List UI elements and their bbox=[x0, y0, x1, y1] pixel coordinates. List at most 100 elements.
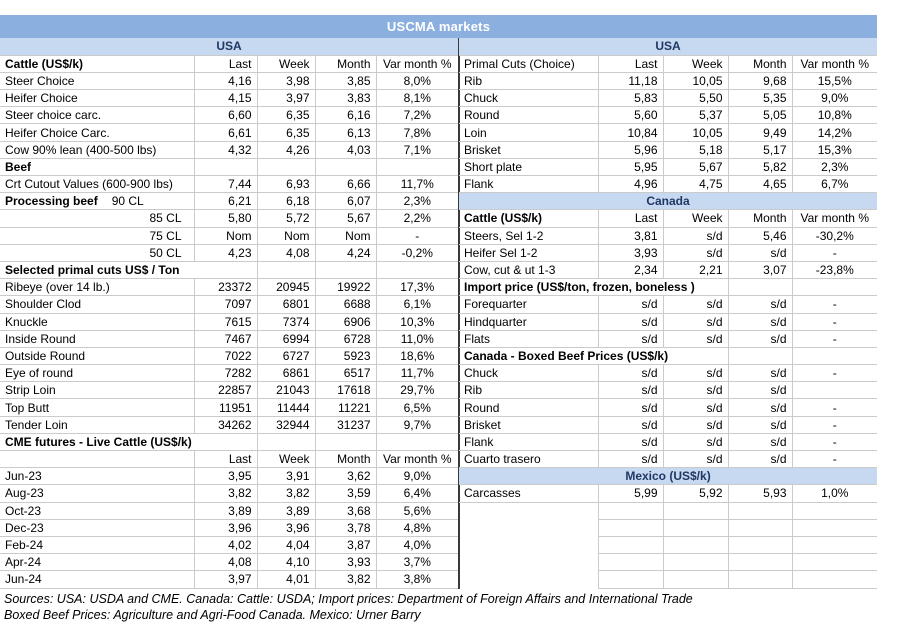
cell-value: 4,26 bbox=[256, 140, 316, 159]
row-label: 85 CL bbox=[0, 209, 195, 228]
empty-row bbox=[459, 553, 878, 572]
row-label: Rib bbox=[459, 71, 599, 91]
row-label: Aug-23 bbox=[0, 484, 195, 503]
cell-value: 7615 bbox=[193, 312, 258, 331]
cell-value: 6861 bbox=[256, 364, 316, 383]
column-header: Last bbox=[193, 54, 258, 73]
cell-value: 23372 bbox=[193, 278, 258, 297]
column-header: Var month % bbox=[791, 54, 878, 73]
row-label: Tender Loin bbox=[0, 415, 195, 434]
cell-value: 5,18 bbox=[662, 140, 729, 159]
data-row: Round 5,60 5,37 5,05 10,8% bbox=[459, 106, 878, 125]
section-header-label: Selected primal cuts US$ / Ton bbox=[0, 260, 258, 280]
cell-value bbox=[597, 570, 664, 589]
cell-value: 3,97 bbox=[193, 570, 258, 589]
cell-value: s/d bbox=[727, 364, 793, 383]
data-row: Top Butt 11951 11444 11221 6,5% bbox=[0, 398, 459, 417]
cell-value: 17618 bbox=[314, 381, 377, 400]
cell-value: 2,3% bbox=[791, 157, 878, 177]
cell-value: 8,0% bbox=[375, 71, 459, 91]
cell-value: 3,81 bbox=[597, 226, 664, 245]
row-label: Feb-24 bbox=[0, 535, 195, 555]
row-label: Forequarter bbox=[459, 295, 599, 314]
row-label: 50 CL bbox=[0, 243, 195, 262]
cell-value: 4,0% bbox=[375, 535, 459, 555]
column-header: Month bbox=[314, 54, 377, 73]
cell-value bbox=[727, 278, 793, 297]
cell-value: 3,85 bbox=[314, 71, 377, 91]
section-band-row: USA bbox=[459, 38, 878, 56]
cell-value: 4,23 bbox=[193, 243, 258, 262]
cell-value: 5,46 bbox=[727, 226, 793, 245]
cell-value: 4,96 bbox=[597, 174, 664, 194]
cell-value: 11951 bbox=[193, 398, 258, 417]
cell-value: 29,7% bbox=[375, 381, 459, 400]
row-label: Steers, Sel 1-2 bbox=[459, 226, 599, 245]
data-row: Crt Cutout Values (600-900 lbs) 7,44 6,93 6… bbox=[0, 174, 459, 194]
cell-value: 6,5% bbox=[375, 398, 459, 417]
data-row: Strip Loin 22857 21043 17618 29,7% bbox=[0, 381, 459, 400]
cell-value: s/d bbox=[597, 329, 664, 348]
cell-value bbox=[597, 535, 664, 555]
data-row: Outside Round 7022 6727 5923 18,6% bbox=[0, 346, 459, 366]
cell-value: 7282 bbox=[193, 364, 258, 383]
data-row: Tender Loin 34262 32944 31237 9,7% bbox=[0, 415, 459, 434]
cell-value: 6727 bbox=[256, 346, 316, 366]
cell-value bbox=[791, 381, 878, 400]
row-label: Steer choice carc. bbox=[0, 106, 195, 125]
right-table: USA Primal Cuts (Choice) Last Week Month Var … bbox=[459, 38, 878, 589]
row-label: Apr-24 bbox=[0, 553, 195, 572]
cell-value: 2,34 bbox=[597, 260, 664, 280]
cell-value: -0,2% bbox=[375, 243, 459, 262]
cell-value: 3,93 bbox=[314, 553, 377, 572]
cell-value bbox=[791, 518, 878, 537]
cell-value: 4,8% bbox=[375, 518, 459, 537]
cell-value: 17,3% bbox=[375, 278, 459, 297]
cell-value: 4,15 bbox=[193, 89, 258, 108]
data-row: Inside Round 7467 6994 6728 11,0% bbox=[0, 329, 459, 348]
cell-value: 8,1% bbox=[375, 89, 459, 108]
sources-footer-line-2: Boxed Beef Prices: Agriculture and Agri-… bbox=[4, 608, 421, 622]
cell-value bbox=[597, 553, 664, 572]
cell-value bbox=[727, 501, 793, 520]
row-label: Flats bbox=[459, 329, 599, 348]
cell-value: 5,67 bbox=[662, 157, 729, 177]
cell-value: 6906 bbox=[314, 312, 377, 331]
row-label bbox=[459, 571, 598, 588]
section-header-label: CME futures - Live Cattle (US$/k) bbox=[0, 432, 258, 452]
section-header-label: Canada - Boxed Beef Prices (US$/k) bbox=[459, 346, 729, 366]
cell-value: - bbox=[791, 364, 878, 383]
cell-value: s/d bbox=[597, 295, 664, 314]
row-label: Top Butt bbox=[0, 398, 195, 417]
cell-value: 3,59 bbox=[314, 484, 377, 503]
cell-value: s/d bbox=[597, 312, 664, 331]
cell-value: 3,68 bbox=[314, 501, 377, 520]
cell-value: 3,82 bbox=[256, 484, 316, 503]
cell-value: s/d bbox=[727, 312, 793, 331]
row-label: Cattle (US$/k) bbox=[0, 54, 195, 73]
cell-value: 6,35 bbox=[256, 106, 316, 125]
row-label: Cow 90% lean (400-500 lbs) bbox=[0, 140, 195, 159]
data-row: Aug-23 3,82 3,82 3,59 6,4% bbox=[0, 484, 459, 503]
data-row: Shoulder Clod 7097 6801 6688 6,1% bbox=[0, 295, 459, 314]
data-row: Cuarto trasero s/d s/d s/d - bbox=[459, 449, 878, 469]
cell-value: 5,35 bbox=[727, 89, 793, 108]
empty-row bbox=[459, 518, 878, 537]
row-label: Dec-23 bbox=[0, 518, 195, 537]
data-row: Steers, Sel 1-2 3,81 s/d 5,46 -30,2% bbox=[459, 226, 878, 245]
cell-value: 6,16 bbox=[314, 106, 377, 125]
cell-value: 18,6% bbox=[375, 346, 459, 366]
row-label: Brisket bbox=[459, 140, 599, 159]
section-header-row: Selected primal cuts US$ / Ton bbox=[0, 260, 459, 280]
data-row: Processing beef 90 CL 6,21 6,18 6,07 2,3% bbox=[0, 192, 459, 211]
cell-value: 5,93 bbox=[727, 484, 793, 503]
cell-value: - bbox=[375, 226, 459, 245]
cell-value: - bbox=[791, 432, 878, 452]
cell-value: 4,08 bbox=[256, 243, 316, 262]
cell-value: 6,18 bbox=[256, 192, 316, 211]
data-row: Feb-24 4,02 4,04 3,87 4,0% bbox=[0, 535, 459, 555]
cell-value: 3,8% bbox=[375, 570, 459, 589]
cell-value: 6,4% bbox=[375, 484, 459, 503]
cell-value: 5,80 bbox=[193, 209, 258, 228]
